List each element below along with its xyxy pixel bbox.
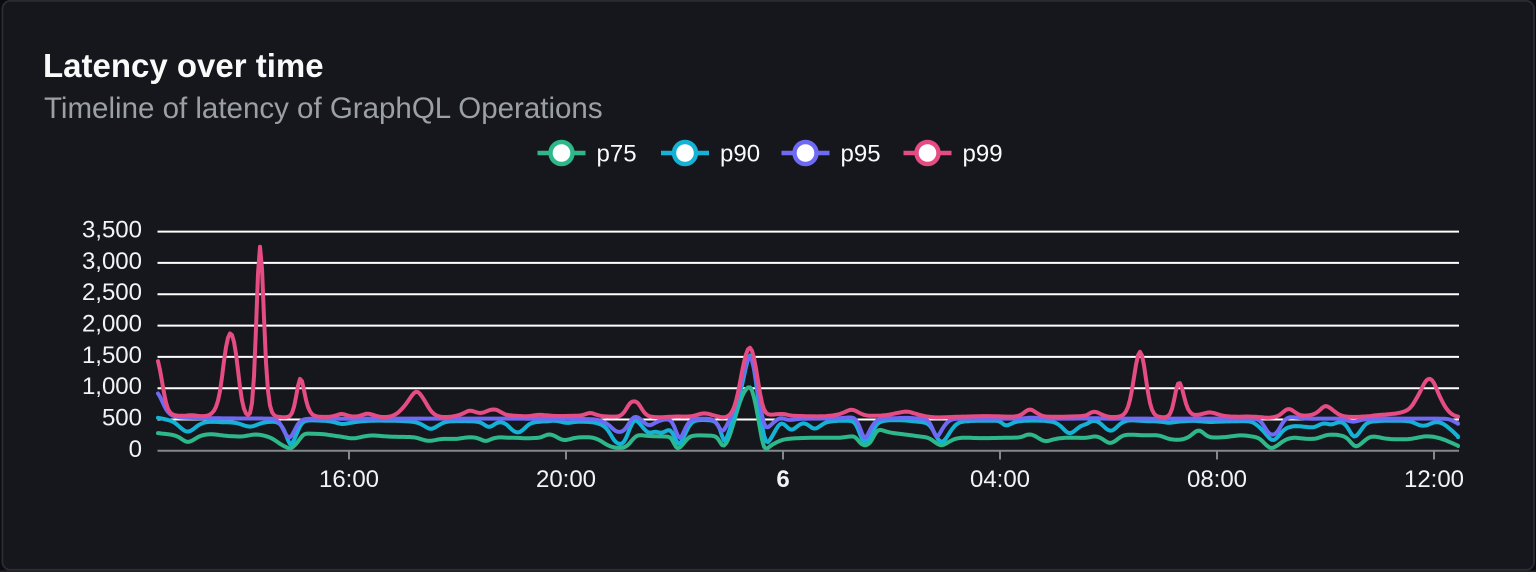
svg-text:p90: p90 [720, 141, 760, 168]
svg-text:0: 0 [129, 436, 142, 463]
svg-text:1,500: 1,500 [82, 342, 142, 369]
svg-text:p75: p75 [597, 141, 637, 168]
svg-text:20:00: 20:00 [536, 466, 596, 493]
svg-text:Timeline of latency of GraphQL: Timeline of latency of GraphQL Operation… [44, 92, 603, 125]
svg-text:16:00: 16:00 [319, 466, 379, 493]
svg-text:6: 6 [776, 466, 789, 493]
svg-text:500: 500 [102, 405, 142, 432]
svg-text:2,000: 2,000 [82, 311, 142, 338]
svg-text:p99: p99 [963, 141, 1003, 168]
svg-text:12:00: 12:00 [1404, 466, 1464, 493]
svg-text:2,500: 2,500 [82, 279, 142, 306]
svg-text:1,000: 1,000 [82, 373, 142, 400]
svg-text:Latency over time: Latency over time [43, 47, 324, 84]
svg-text:08:00: 08:00 [1187, 466, 1247, 493]
svg-text:04:00: 04:00 [970, 466, 1030, 493]
svg-text:3,000: 3,000 [82, 248, 142, 275]
svg-text:3,500: 3,500 [82, 217, 142, 244]
svg-text:p95: p95 [841, 141, 881, 168]
